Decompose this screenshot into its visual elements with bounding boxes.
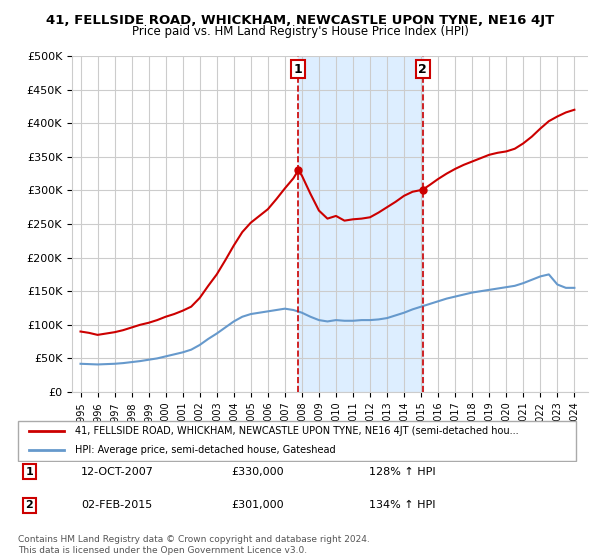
Text: £301,000: £301,000 bbox=[231, 501, 284, 510]
Text: Price paid vs. HM Land Registry's House Price Index (HPI): Price paid vs. HM Land Registry's House … bbox=[131, 25, 469, 38]
Text: 2: 2 bbox=[418, 63, 427, 76]
Text: 134% ↑ HPI: 134% ↑ HPI bbox=[369, 501, 436, 510]
Text: 1: 1 bbox=[25, 466, 33, 477]
Text: This data is licensed under the Open Government Licence v3.0.: This data is licensed under the Open Gov… bbox=[18, 546, 307, 555]
FancyBboxPatch shape bbox=[18, 421, 577, 461]
Bar bbox=[298, 56, 422, 392]
Text: 1: 1 bbox=[294, 63, 302, 76]
Text: 128% ↑ HPI: 128% ↑ HPI bbox=[369, 466, 436, 477]
Text: HPI: Average price, semi-detached house, Gateshead: HPI: Average price, semi-detached house,… bbox=[76, 445, 336, 455]
Text: 12-OCT-2007: 12-OCT-2007 bbox=[81, 466, 154, 477]
Text: 41, FELLSIDE ROAD, WHICKHAM, NEWCASTLE UPON TYNE, NE16 4JT (semi-detached hou...: 41, FELLSIDE ROAD, WHICKHAM, NEWCASTLE U… bbox=[76, 426, 519, 436]
Text: 2: 2 bbox=[25, 501, 33, 510]
Text: 02-FEB-2015: 02-FEB-2015 bbox=[81, 501, 152, 510]
Text: Contains HM Land Registry data © Crown copyright and database right 2024.: Contains HM Land Registry data © Crown c… bbox=[18, 535, 370, 544]
Text: £330,000: £330,000 bbox=[231, 466, 284, 477]
Text: 41, FELLSIDE ROAD, WHICKHAM, NEWCASTLE UPON TYNE, NE16 4JT: 41, FELLSIDE ROAD, WHICKHAM, NEWCASTLE U… bbox=[46, 14, 554, 27]
